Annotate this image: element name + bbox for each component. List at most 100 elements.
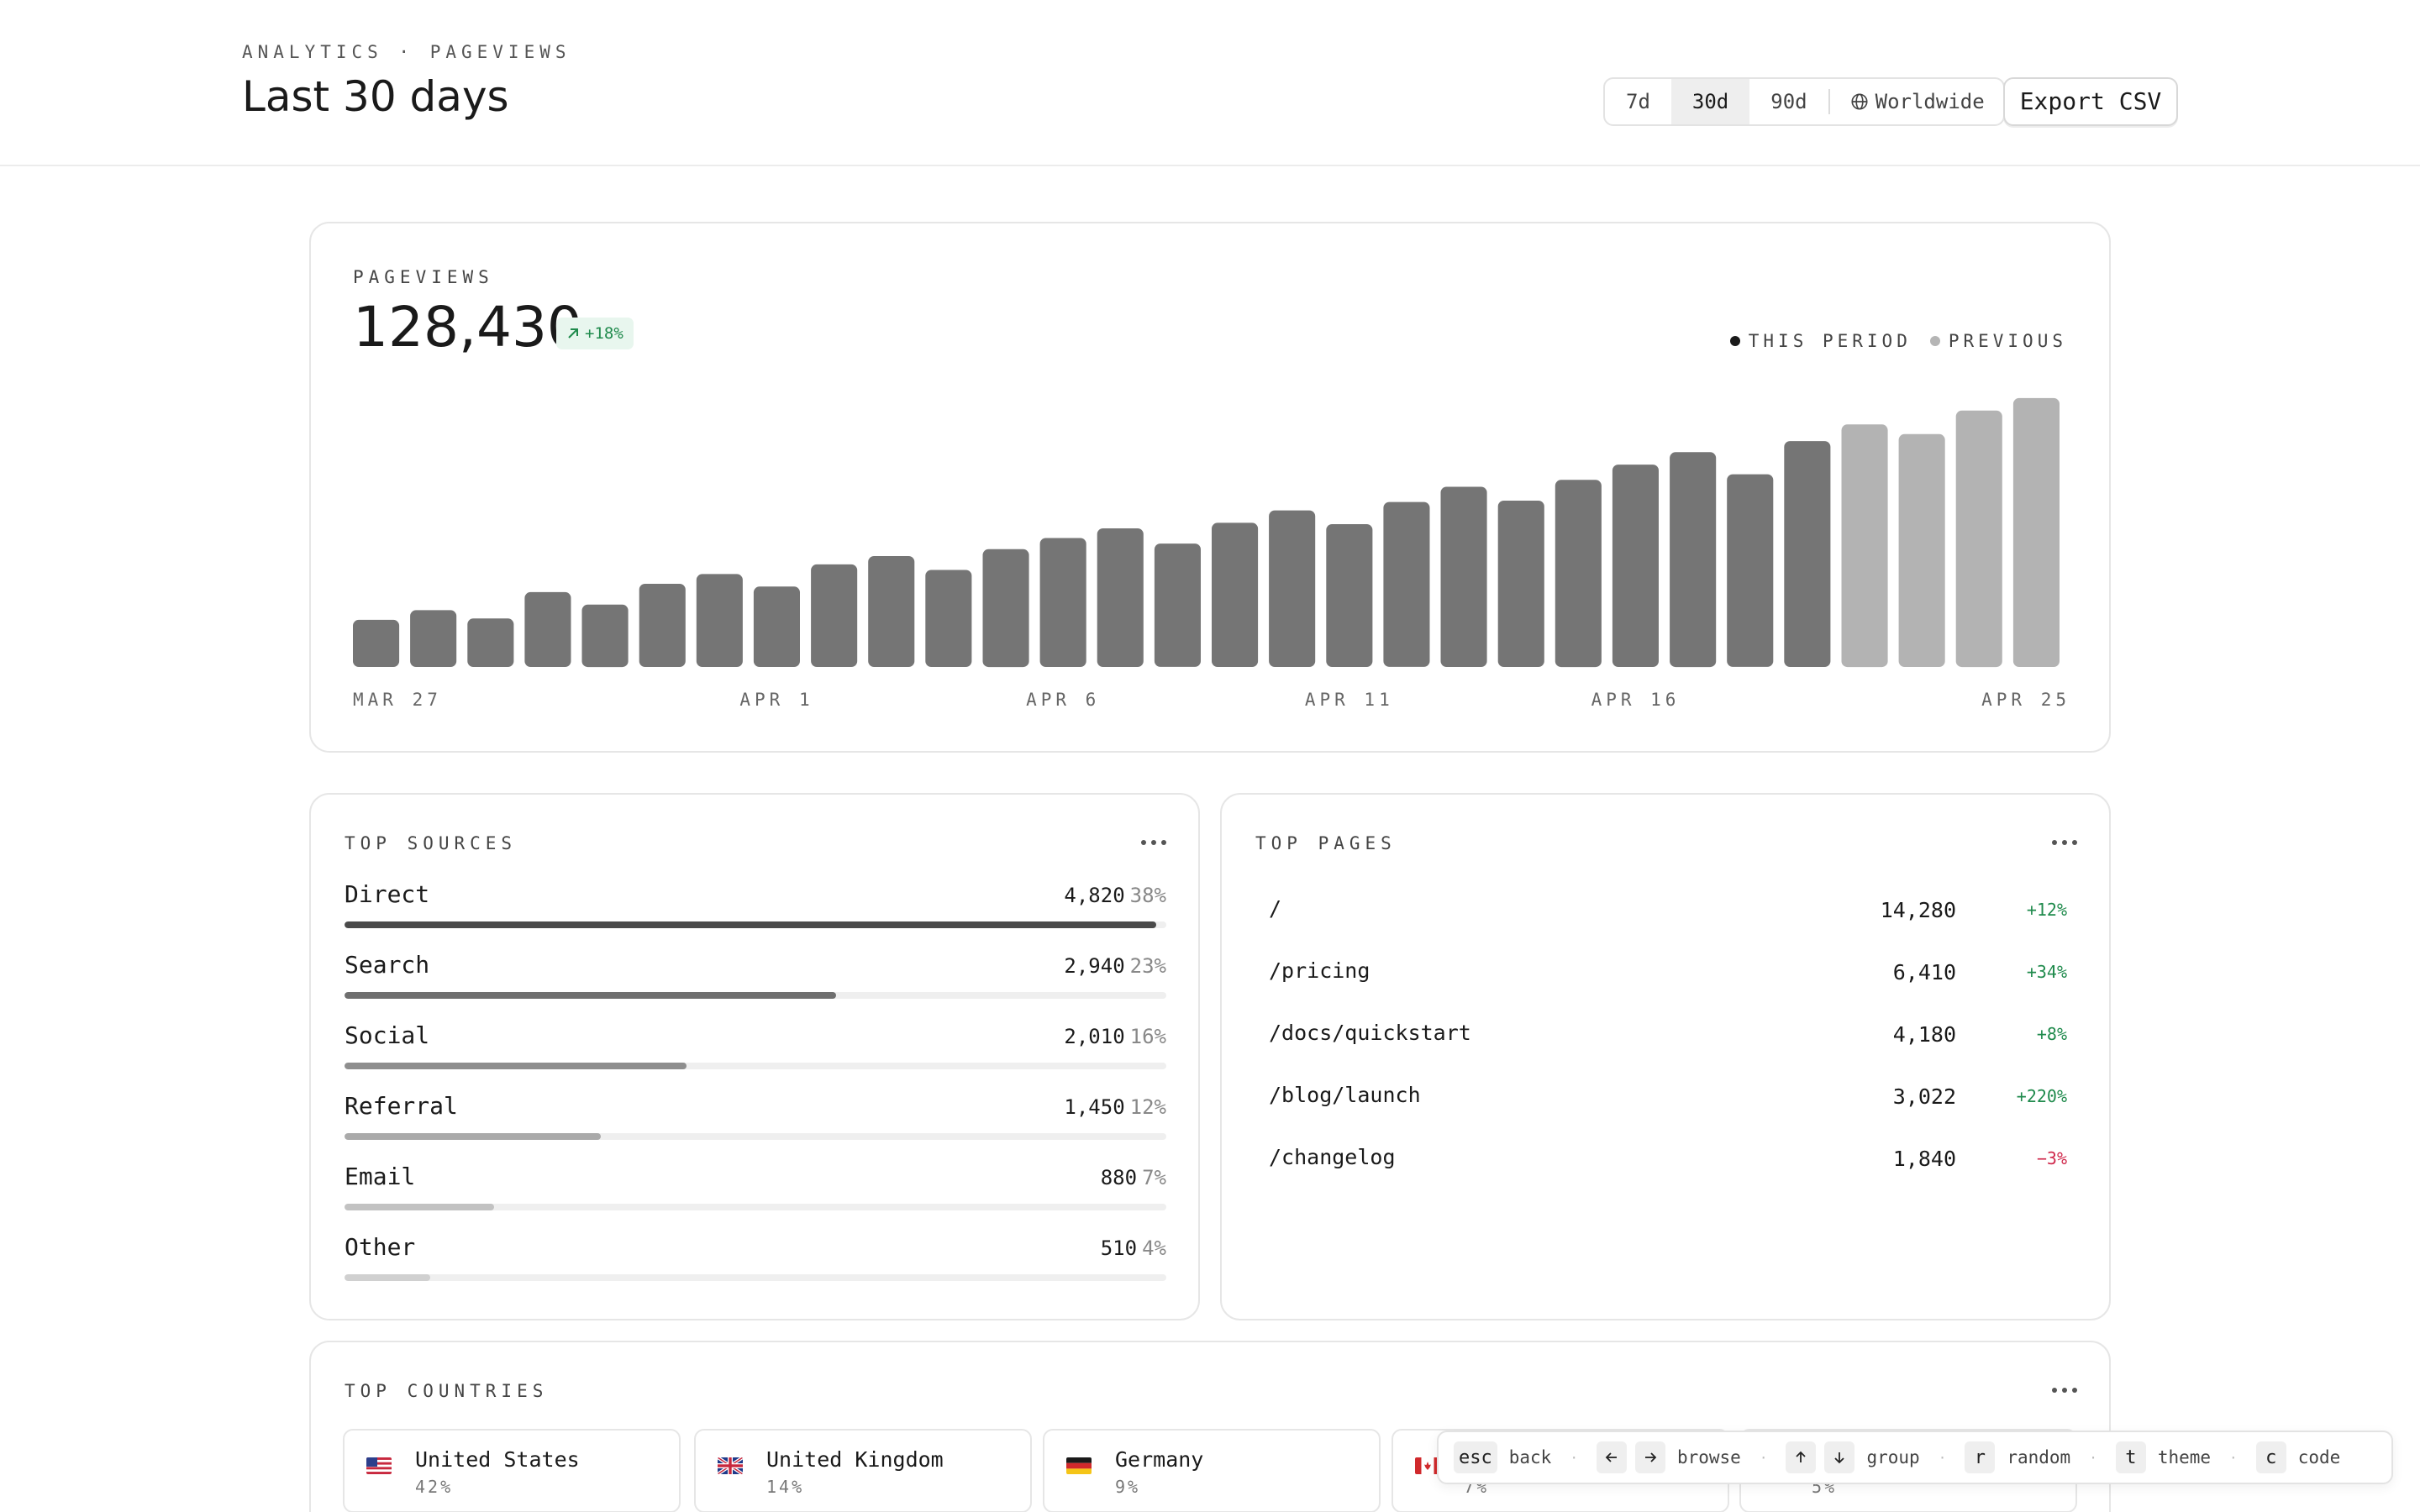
- range-90d-button[interactable]: 90d: [1770, 90, 1807, 113]
- chart-bar[interactable]: [1326, 524, 1373, 667]
- arrow-up-icon[interactable]: [1786, 1441, 1817, 1473]
- chart-bar[interactable]: [1097, 528, 1144, 667]
- source-row[interactable]: Search 2,940 23%: [345, 951, 1166, 1018]
- page-row[interactable]: /blog/launch 3,022 +220%: [1269, 1083, 2067, 1116]
- source-name: Referral: [345, 1092, 458, 1120]
- source-bar-fill: [345, 1063, 687, 1069]
- chart-bar[interactable]: [1784, 441, 1831, 667]
- chart-bar[interactable]: [811, 564, 858, 667]
- page-path: /pricing: [1269, 958, 1370, 983]
- chart-bar[interactable]: [1269, 510, 1316, 667]
- page-row[interactable]: /docs/quickstart 4,180 +8%: [1269, 1021, 2067, 1054]
- x-tick-label: APR 6: [1026, 690, 1100, 710]
- chart-bar[interactable]: [581, 604, 629, 668]
- arrow-right-icon[interactable]: [1634, 1441, 1665, 1473]
- source-percent: 4%: [1142, 1236, 1166, 1260]
- hint-separator: ·: [2229, 1449, 2238, 1466]
- x-tick-label: MAR 27: [353, 690, 442, 710]
- chart-bar[interactable]: [696, 574, 743, 667]
- source-bar-fill: [345, 1204, 494, 1210]
- page-title: Last 30 days: [242, 72, 509, 121]
- delta-value: +18%: [585, 324, 623, 343]
- page-row[interactable]: /changelog 1,840 −3%: [1269, 1145, 2067, 1179]
- country-share: 42%: [415, 1477, 454, 1497]
- hint-label: code: [2297, 1447, 2341, 1467]
- source-row[interactable]: Email 880 7%: [345, 1163, 1166, 1230]
- legend-item-this-period: THIS PERIOD: [1729, 331, 1912, 351]
- delta-badge: +18%: [556, 318, 634, 349]
- country-card-germany[interactable]: Germany 9%: [1043, 1429, 1381, 1512]
- arrow-down-icon[interactable]: [1824, 1441, 1855, 1473]
- uk-flag-icon: [718, 1457, 743, 1474]
- card-label: TOP PAGES: [1255, 833, 1397, 853]
- hint-separator: ·: [1570, 1449, 1578, 1466]
- source-bar-track: [345, 1063, 1166, 1069]
- chart-bar[interactable]: [982, 549, 1029, 668]
- page-delta: +8%: [2036, 1024, 2067, 1044]
- source-name: Other: [345, 1233, 416, 1261]
- arrow-left-icon[interactable]: [1596, 1441, 1627, 1473]
- chart-bar[interactable]: [1039, 538, 1086, 668]
- c-key[interactable]: c: [2255, 1441, 2286, 1473]
- us-flag-icon: [366, 1457, 392, 1474]
- chart-bar[interactable]: [1497, 501, 1544, 667]
- chart-bar[interactable]: [639, 584, 686, 667]
- page-path: /changelog: [1269, 1145, 1396, 1169]
- chart-bar[interactable]: [1154, 543, 1201, 667]
- page-row[interactable]: / 14,280 +12%: [1269, 896, 2067, 930]
- esc-key[interactable]: esc: [1454, 1441, 1497, 1473]
- range-30d-button[interactable]: 30d: [1670, 79, 1750, 124]
- x-tick-label: APR 25: [1981, 690, 2070, 710]
- source-row[interactable]: Direct 4,820 38%: [345, 880, 1166, 948]
- chart-bar[interactable]: [925, 570, 972, 668]
- t-key[interactable]: t: [2115, 1441, 2146, 1473]
- chart-bar[interactable]: [1212, 522, 1259, 667]
- export-csv-button[interactable]: Export CSV: [2003, 77, 2178, 126]
- region-label: Worldwide: [1875, 90, 1985, 113]
- chart-bar[interactable]: [753, 586, 800, 667]
- chart-bar[interactable]: [1670, 452, 1717, 668]
- source-bar-fill: [345, 1133, 602, 1140]
- chart-bar[interactable]: [1440, 486, 1487, 668]
- chart-bar[interactable]: [524, 591, 571, 667]
- region-button[interactable]: Worldwide: [1830, 79, 2003, 124]
- more-options-icon[interactable]: [1141, 838, 1166, 847]
- chart-bar[interactable]: [1841, 424, 1888, 668]
- r-key[interactable]: r: [1965, 1441, 1996, 1473]
- more-options-icon[interactable]: [2052, 838, 2077, 847]
- source-row[interactable]: Social 2,010 16%: [345, 1021, 1166, 1089]
- source-name: Social: [345, 1021, 430, 1049]
- chart-bar[interactable]: [467, 618, 514, 667]
- chart-bar[interactable]: [353, 619, 400, 667]
- source-value: 2,940: [1064, 954, 1125, 978]
- chart-bar[interactable]: [2012, 397, 2060, 667]
- page-delta: +12%: [2026, 900, 2067, 920]
- source-percent: 38%: [1129, 884, 1166, 907]
- source-row[interactable]: Other 510 4%: [345, 1233, 1166, 1300]
- chart-bar[interactable]: [410, 610, 457, 667]
- source-count: 4,820 38%: [1064, 884, 1166, 907]
- chart-bar[interactable]: [1612, 465, 1659, 667]
- x-tick-label: APR 16: [1591, 690, 1681, 710]
- chart-bar[interactable]: [1555, 480, 1602, 668]
- range-7d-button[interactable]: 7d: [1626, 90, 1650, 113]
- source-value: 880: [1100, 1166, 1138, 1189]
- page-delta: −3%: [2036, 1148, 2067, 1168]
- country-card-united-states[interactable]: United States 42%: [343, 1429, 681, 1512]
- country-name: United Kingdom: [766, 1447, 944, 1472]
- source-percent: 7%: [1142, 1166, 1166, 1189]
- card-label: TOP SOURCES: [345, 833, 518, 853]
- country-card-united-kingdom[interactable]: United Kingdom 14%: [694, 1429, 1032, 1512]
- chart-bar[interactable]: [1727, 474, 1774, 667]
- source-percent: 12%: [1129, 1095, 1166, 1119]
- card-label: TOP COUNTRIES: [345, 1381, 549, 1401]
- chart-bar[interactable]: [868, 556, 915, 667]
- source-bar-fill: [345, 1274, 430, 1281]
- source-bar-fill: [345, 992, 836, 999]
- more-options-icon[interactable]: [2052, 1386, 2077, 1394]
- source-row[interactable]: Referral 1,450 12%: [345, 1092, 1166, 1159]
- chart-bar[interactable]: [1383, 501, 1430, 667]
- chart-bar[interactable]: [1955, 410, 2002, 668]
- chart-bar[interactable]: [1898, 433, 1945, 667]
- page-row[interactable]: /pricing 6,410 +34%: [1269, 958, 2067, 992]
